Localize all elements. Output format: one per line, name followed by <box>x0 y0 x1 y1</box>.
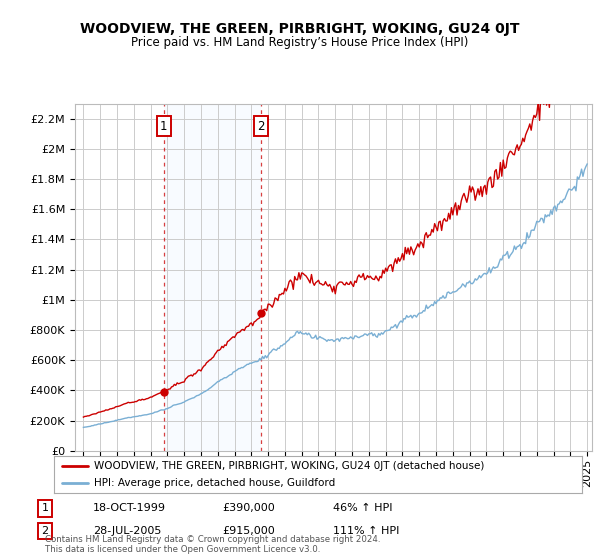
Text: 1: 1 <box>160 120 167 133</box>
Text: HPI: Average price, detached house, Guildford: HPI: Average price, detached house, Guil… <box>94 478 335 488</box>
Bar <box>164 104 261 451</box>
Text: 18-OCT-1999: 18-OCT-1999 <box>93 503 166 514</box>
Text: WOODVIEW, THE GREEN, PIRBRIGHT, WOKING, GU24 0JT (detached house): WOODVIEW, THE GREEN, PIRBRIGHT, WOKING, … <box>94 461 484 471</box>
Text: £390,000: £390,000 <box>222 503 275 514</box>
Text: Price paid vs. HM Land Registry’s House Price Index (HPI): Price paid vs. HM Land Registry’s House … <box>131 36 469 49</box>
Text: WOODVIEW, THE GREEN, PIRBRIGHT, WOKING, GU24 0JT: WOODVIEW, THE GREEN, PIRBRIGHT, WOKING, … <box>80 22 520 36</box>
Text: 2: 2 <box>257 120 265 133</box>
Text: 46% ↑ HPI: 46% ↑ HPI <box>333 503 392 514</box>
Text: £915,000: £915,000 <box>222 526 275 536</box>
Text: 1: 1 <box>41 503 49 514</box>
Text: 111% ↑ HPI: 111% ↑ HPI <box>333 526 400 536</box>
Text: 2: 2 <box>41 526 49 536</box>
Text: Contains HM Land Registry data © Crown copyright and database right 2024.
This d: Contains HM Land Registry data © Crown c… <box>45 535 380 554</box>
Text: 28-JUL-2005: 28-JUL-2005 <box>93 526 161 536</box>
